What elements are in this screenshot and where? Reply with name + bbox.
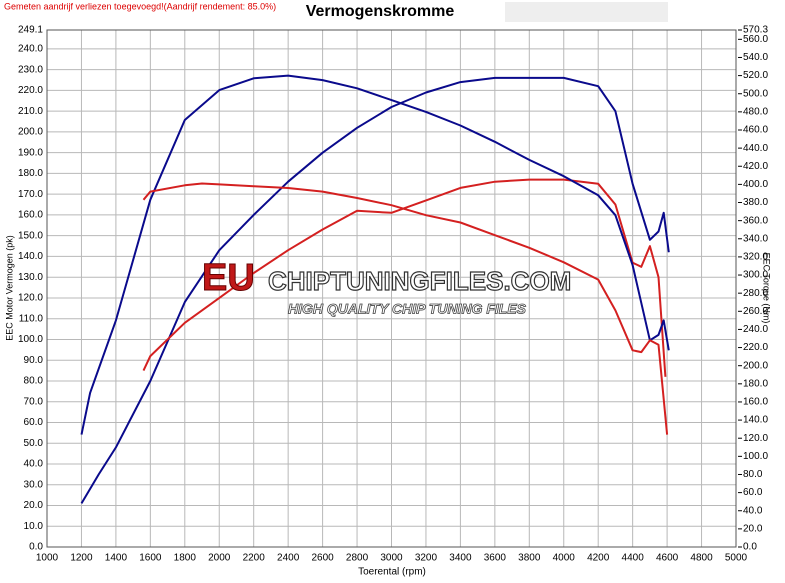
y2-tick-label: 420.0 bbox=[743, 161, 768, 172]
x-tick-label: 2800 bbox=[346, 553, 369, 564]
y2-tick-label: 20.0 bbox=[743, 524, 763, 535]
x-tick-label: 4800 bbox=[690, 553, 713, 564]
y2-tick-label: 120.0 bbox=[743, 433, 768, 444]
y2-tick-label: 220.0 bbox=[743, 342, 768, 353]
y-tick-label: 240.0 bbox=[18, 44, 43, 55]
y2-tick-label: 80.0 bbox=[743, 469, 763, 480]
y-tick-label: 190.0 bbox=[18, 147, 43, 158]
y-tick-label: 170.0 bbox=[18, 189, 43, 200]
y2-tick-label: 440.0 bbox=[743, 143, 768, 154]
y2-axis-label: EEC Torque (Nm) bbox=[762, 253, 772, 324]
y-tick-label: 80.0 bbox=[24, 376, 44, 387]
y-tick-label: 230.0 bbox=[18, 64, 43, 75]
x-tick-label: 3000 bbox=[380, 553, 403, 564]
x-tick-label: 3400 bbox=[449, 553, 472, 564]
watermark: CHIPTUNINGFILES.COM bbox=[268, 266, 571, 296]
y-tick-label: 40.0 bbox=[24, 459, 44, 470]
x-tick-label: 1200 bbox=[70, 553, 93, 564]
y-tick-label: 160.0 bbox=[18, 210, 43, 221]
y-tick-label: 100.0 bbox=[18, 334, 43, 345]
curve bbox=[142, 178, 667, 377]
y2-tick-label: 460.0 bbox=[743, 125, 768, 136]
y-tick-label: 0.0 bbox=[29, 542, 43, 553]
y2-tick-label: 320.0 bbox=[743, 252, 768, 263]
y-tick-label: 220.0 bbox=[18, 85, 43, 96]
plot-frame bbox=[46, 29, 737, 548]
x-tick-label: 3200 bbox=[415, 553, 438, 564]
y-tick-label: 130.0 bbox=[18, 272, 43, 283]
y-tick-label: 70.0 bbox=[24, 396, 44, 407]
x-tick-label: 2200 bbox=[243, 553, 266, 564]
y-tick-label: 90.0 bbox=[24, 355, 44, 366]
y2-tick-label: 480.0 bbox=[743, 107, 768, 118]
y2-tick-label: 280.0 bbox=[743, 288, 768, 299]
y2-tick-label: 160.0 bbox=[743, 397, 768, 408]
x-tick-label: 2400 bbox=[277, 553, 300, 564]
y-tick-label: 50.0 bbox=[24, 438, 44, 449]
x-tick-label: 4400 bbox=[622, 553, 645, 564]
y2-tick-label: 180.0 bbox=[743, 378, 768, 389]
y-tick-label: 10.0 bbox=[24, 521, 44, 532]
y2-tick-label: 60.0 bbox=[743, 487, 763, 498]
y-tick-label: 120.0 bbox=[18, 293, 43, 304]
y2-tick-label: 380.0 bbox=[743, 197, 768, 208]
x-tick-label: 5000 bbox=[725, 553, 748, 564]
y-tick-label: 249.1 bbox=[18, 25, 43, 36]
x-tick-label: 1000 bbox=[36, 553, 59, 564]
x-tick-label: 4000 bbox=[553, 553, 576, 564]
y2-tick-label: 570.3 bbox=[743, 25, 768, 36]
y-tick-label: 20.0 bbox=[24, 500, 44, 511]
y2-tick-label: 260.0 bbox=[743, 306, 768, 317]
y2-tick-label: 40.0 bbox=[743, 505, 763, 516]
y2-tick-label: 340.0 bbox=[743, 233, 768, 244]
y2-tick-label: 200.0 bbox=[743, 360, 768, 371]
x-tick-label: 2000 bbox=[208, 553, 231, 564]
x-tick-label: 1600 bbox=[139, 553, 162, 564]
x-tick-label: 3800 bbox=[518, 553, 541, 564]
y2-tick-label: 0.0 bbox=[743, 542, 757, 553]
y-axis-label: EEC Motor Vermogen (pk) bbox=[4, 235, 14, 341]
y-tick-label: 150.0 bbox=[18, 230, 43, 241]
y2-tick-label: 360.0 bbox=[743, 215, 768, 226]
x-tick-label: 1800 bbox=[174, 553, 197, 564]
y-tick-label: 60.0 bbox=[24, 417, 44, 428]
curve bbox=[80, 74, 670, 435]
header-box bbox=[505, 2, 668, 22]
x-axis-label: Toerental (rpm) bbox=[358, 567, 426, 578]
y-tick-label: 210.0 bbox=[18, 106, 43, 117]
x-tick-label: 3600 bbox=[484, 553, 507, 564]
y2-tick-label: 400.0 bbox=[743, 179, 768, 190]
y-tick-label: 200.0 bbox=[18, 127, 43, 138]
curve bbox=[80, 76, 670, 504]
y2-tick-label: 560.0 bbox=[743, 34, 768, 45]
plot: 1000 1200 1400 1600 1800 2000 2200 2400 2600 2800… bbox=[18, 25, 768, 564]
y2-tick-label: 140.0 bbox=[743, 415, 768, 426]
y2-tick-label: 100.0 bbox=[743, 451, 768, 462]
curve bbox=[142, 182, 669, 435]
watermark: EU bbox=[202, 257, 255, 299]
y2-tick-label: 240.0 bbox=[743, 324, 768, 335]
y-tick-label: 30.0 bbox=[24, 479, 44, 490]
y-tick-label: 140.0 bbox=[18, 251, 43, 262]
x-tick-label: 4200 bbox=[587, 553, 610, 564]
watermark: HIGH QUALITY CHIP TUNING FILES bbox=[288, 301, 527, 317]
y2-tick-label: 520.0 bbox=[743, 70, 768, 81]
y2-tick-label: 500.0 bbox=[743, 88, 768, 99]
y-tick-label: 180.0 bbox=[18, 168, 43, 179]
y-tick-label: 110.0 bbox=[19, 313, 44, 324]
x-tick-label: 1400 bbox=[105, 553, 128, 564]
y2-tick-label: 540.0 bbox=[743, 52, 768, 63]
x-tick-label: 2600 bbox=[311, 553, 334, 564]
chart-title: Vermogenskromme bbox=[306, 3, 455, 20]
x-tick-label: 4600 bbox=[656, 553, 679, 564]
y2-tick-label: 300.0 bbox=[743, 270, 768, 281]
subtitle: Gemeten aandrijf verliezen toegevoegd!(A… bbox=[4, 1, 276, 11]
